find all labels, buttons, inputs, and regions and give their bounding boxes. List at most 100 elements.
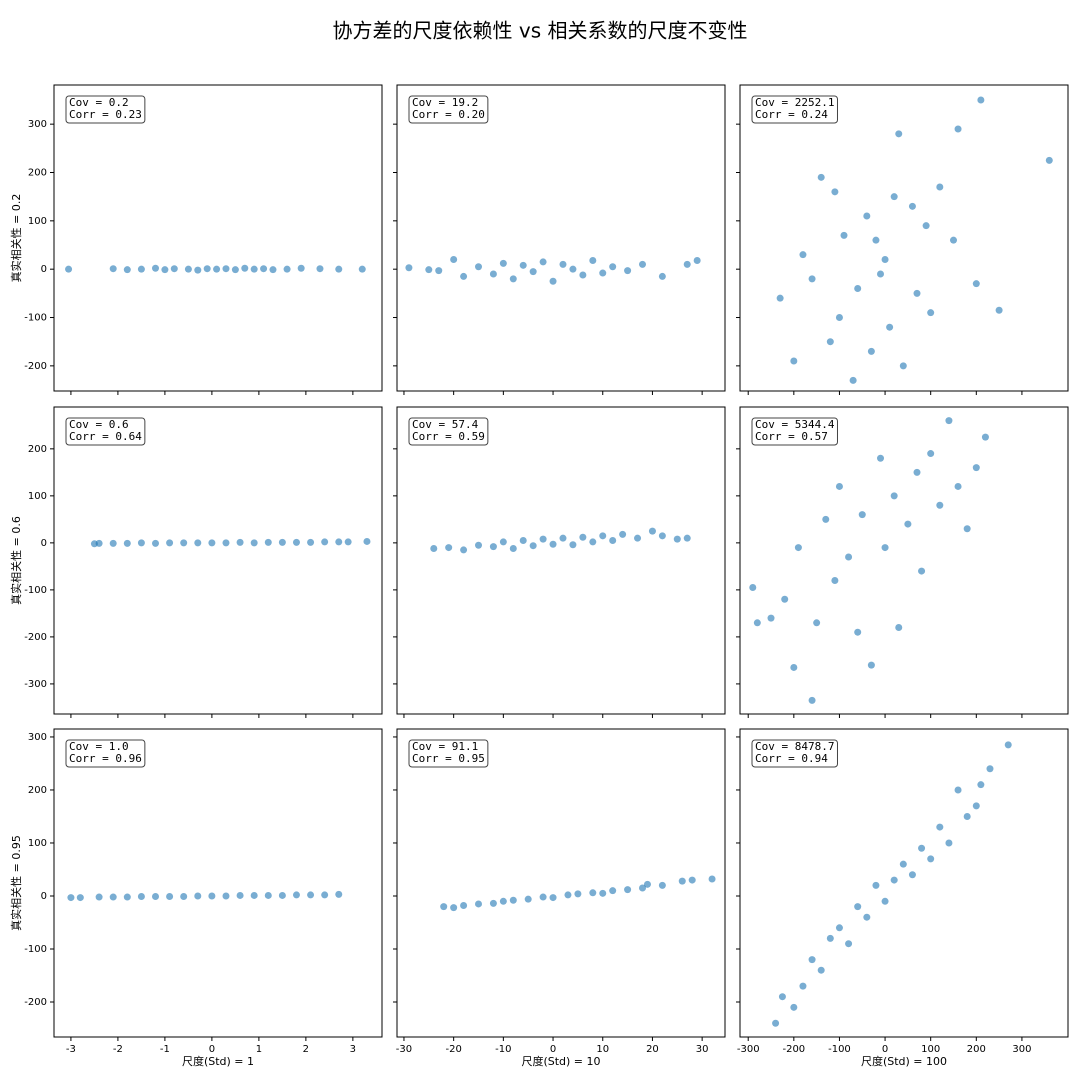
- point: [222, 892, 230, 900]
- point: [264, 538, 272, 546]
- point: [1045, 156, 1053, 164]
- point: [936, 501, 944, 509]
- point: [977, 96, 985, 104]
- point: [867, 661, 875, 669]
- point: [475, 263, 483, 271]
- point: [881, 897, 889, 905]
- point: [639, 260, 647, 268]
- point: [549, 277, 557, 285]
- point: [489, 543, 497, 551]
- point: [858, 511, 866, 519]
- point: [241, 264, 249, 272]
- x-tick-label: -20: [445, 1044, 461, 1055]
- point: [895, 130, 903, 138]
- point: [95, 539, 103, 547]
- point: [509, 275, 517, 283]
- point: [363, 537, 371, 545]
- x-tick-label: -300: [737, 1044, 760, 1055]
- point: [250, 265, 258, 273]
- point: [564, 891, 572, 899]
- point: [489, 270, 497, 278]
- point: [539, 535, 547, 543]
- point: [292, 538, 300, 546]
- point: [936, 823, 944, 831]
- annotation-line: Cov = 0.2: [69, 96, 129, 109]
- x-tick-label: 0: [882, 1044, 888, 1055]
- annotation-box: [408, 95, 489, 124]
- x-axis-label: 尺度(Std) = 100: [861, 1054, 947, 1068]
- point: [648, 527, 656, 535]
- point: [269, 266, 277, 274]
- point: [194, 539, 202, 547]
- point: [489, 899, 497, 907]
- figure-title: 协方差的尺度依赖性 vs 相关系数的尺度不变性: [333, 19, 748, 43]
- point: [845, 940, 853, 948]
- point: [599, 889, 607, 897]
- point: [872, 881, 880, 889]
- point: [524, 895, 532, 903]
- x-axis-label: 尺度(Std) = 10: [521, 1054, 600, 1068]
- point: [913, 289, 921, 297]
- point: [405, 264, 413, 272]
- point: [977, 781, 985, 789]
- point: [283, 265, 291, 273]
- x-tick-label: -200: [782, 1044, 805, 1055]
- y-tick-label: 200: [28, 785, 47, 796]
- point: [161, 266, 169, 274]
- y-tick-label: -300: [24, 679, 47, 690]
- point: [863, 212, 871, 220]
- annotation-line: Corr = 0.64: [69, 430, 142, 443]
- point: [986, 765, 994, 773]
- annotation-line: Corr = 0.23: [69, 108, 142, 121]
- point: [152, 893, 160, 901]
- point: [236, 538, 244, 546]
- point: [137, 265, 145, 273]
- x-tick-label: 0: [550, 1044, 556, 1055]
- point: [981, 433, 989, 441]
- y-tick-label: 300: [28, 119, 47, 130]
- point: [109, 539, 117, 547]
- point: [569, 265, 577, 273]
- axes-frame: [53, 84, 383, 392]
- point: [213, 265, 221, 273]
- point: [683, 534, 691, 542]
- annotation-line: Cov = 5344.4: [755, 418, 835, 431]
- point: [890, 876, 898, 884]
- y-tick-label: 200: [28, 167, 47, 178]
- x-tick-label: 2: [303, 1044, 309, 1055]
- annotation-line: Cov = 2252.1: [755, 96, 834, 109]
- axes-frame: [396, 406, 726, 715]
- point: [559, 260, 567, 268]
- axes-frame: [53, 728, 383, 1038]
- point: [658, 272, 666, 280]
- point: [475, 900, 483, 908]
- point: [264, 891, 272, 899]
- point: [963, 525, 971, 533]
- point: [835, 924, 843, 932]
- point: [749, 584, 757, 592]
- point: [335, 265, 343, 273]
- x-tick-label: 300: [1012, 1044, 1031, 1055]
- point: [222, 539, 230, 547]
- point: [260, 265, 268, 273]
- x-tick-label: -30: [396, 1044, 412, 1055]
- point: [307, 891, 315, 899]
- point: [872, 236, 880, 244]
- point: [109, 265, 117, 273]
- point: [854, 903, 862, 911]
- annotation-line: Corr = 0.59: [412, 430, 485, 443]
- point: [137, 893, 145, 901]
- x-axis-label: 尺度(Std) = 1: [182, 1054, 254, 1068]
- y-tick-label: 0: [41, 538, 47, 549]
- point: [945, 839, 953, 847]
- point: [835, 482, 843, 490]
- point: [549, 894, 557, 902]
- point: [599, 532, 607, 540]
- point: [95, 893, 103, 901]
- annotation-box: [751, 739, 838, 768]
